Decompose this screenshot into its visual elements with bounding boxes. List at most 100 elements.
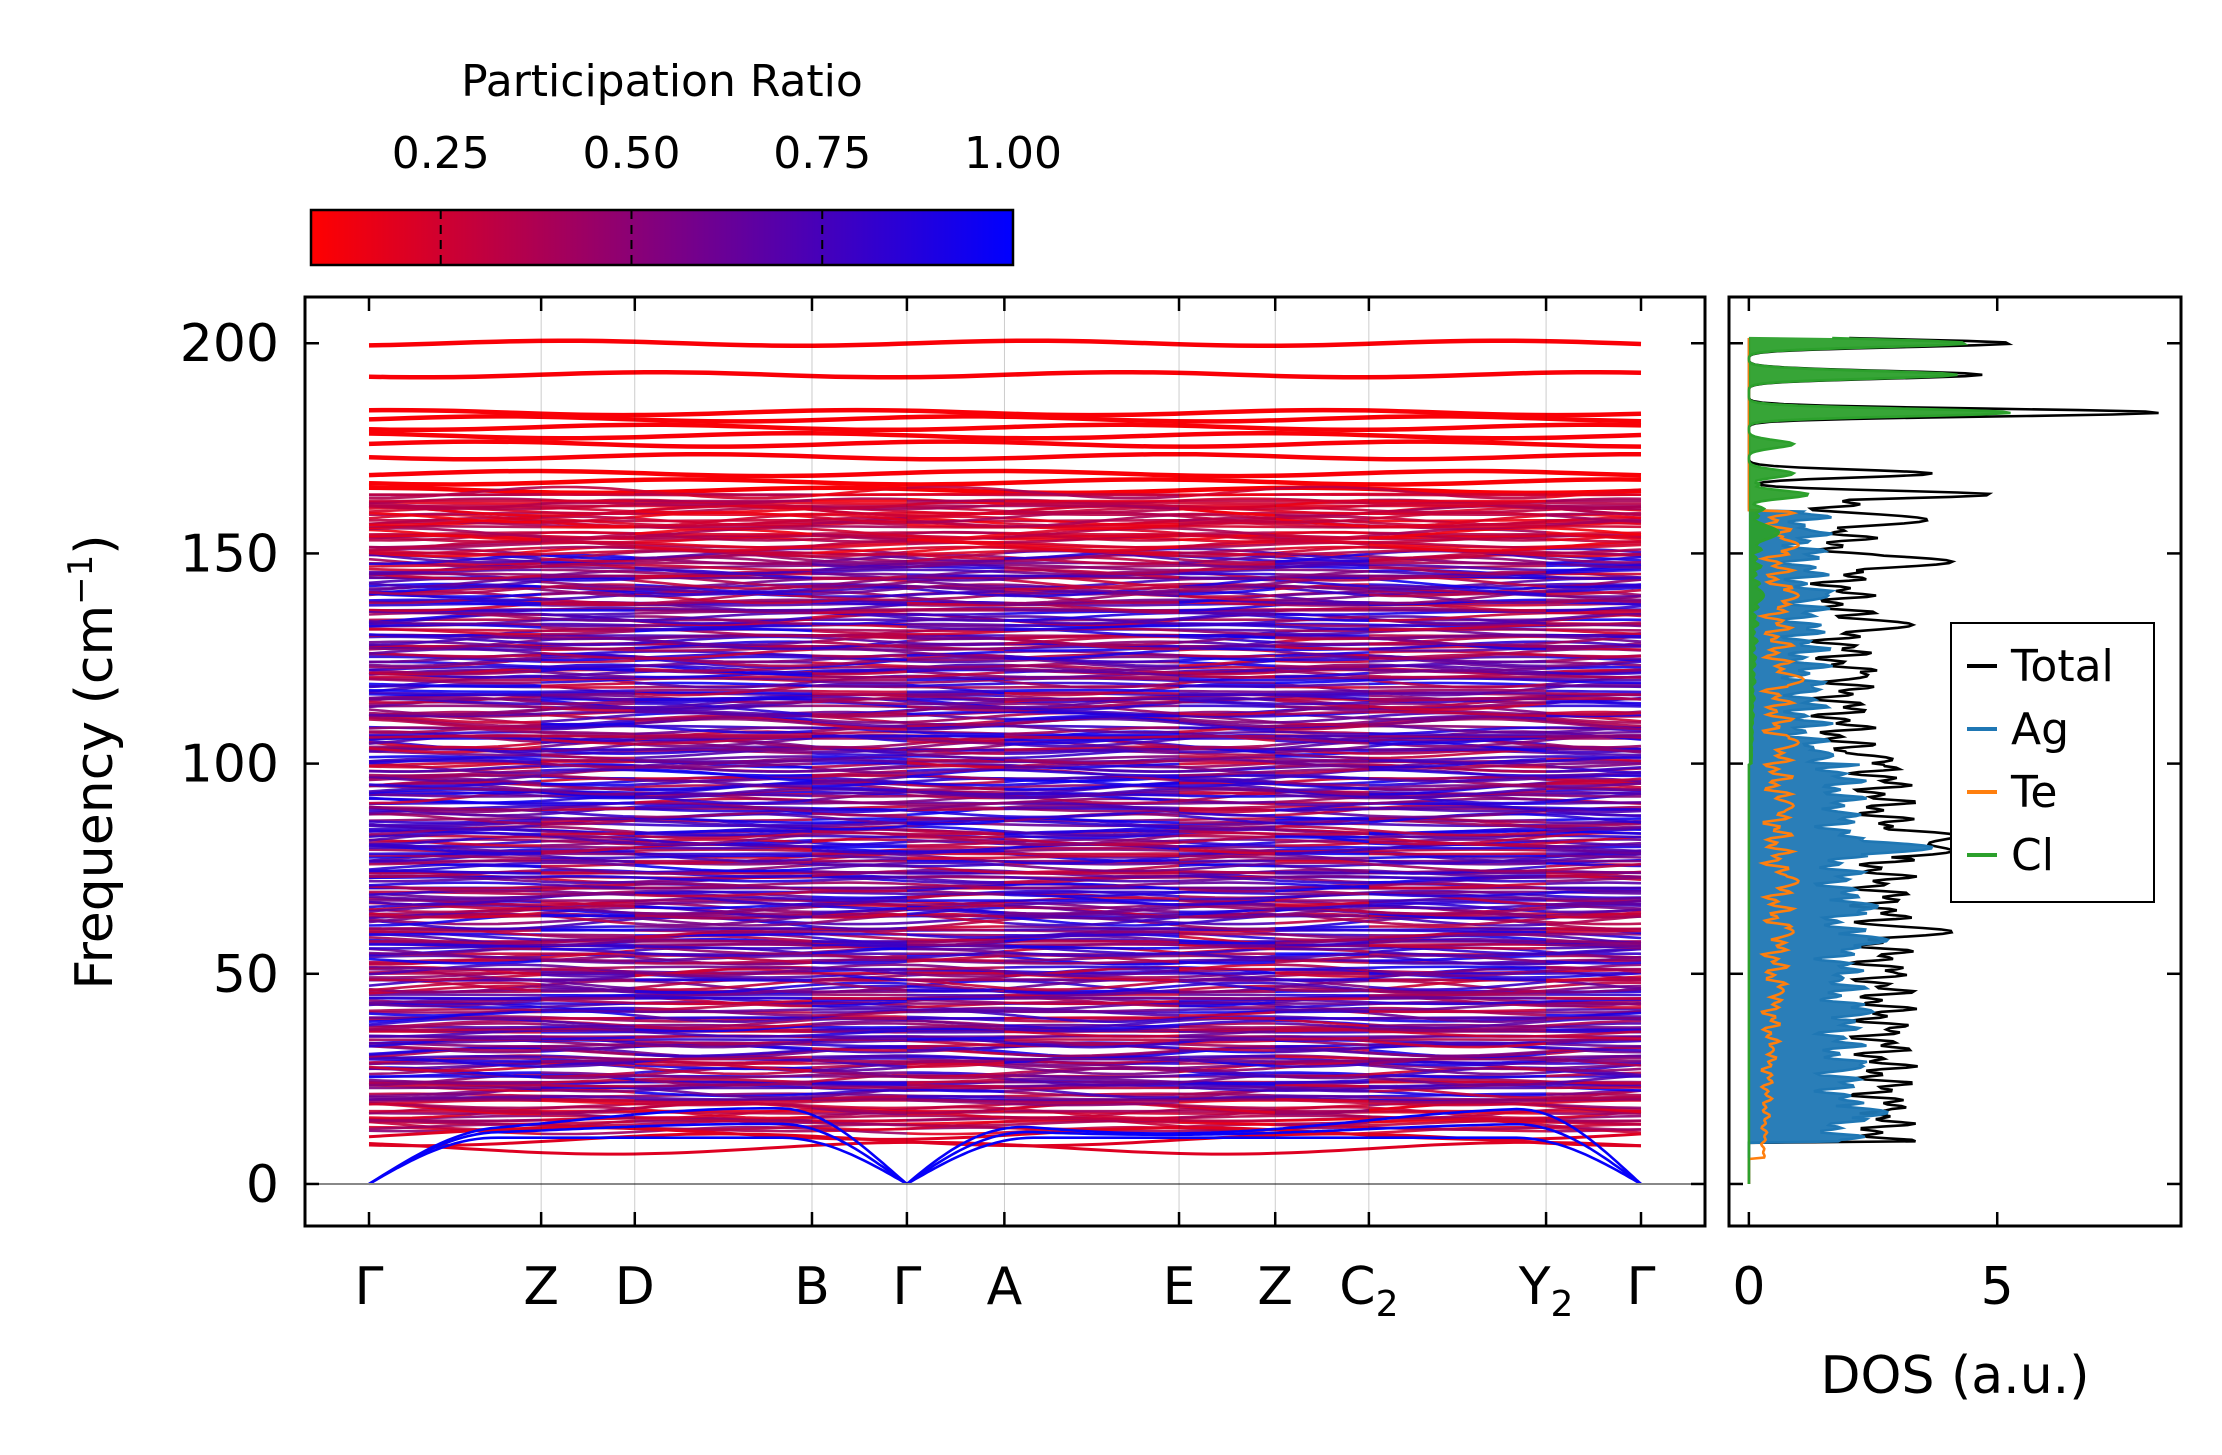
phonon-band (811, 542, 907, 549)
phonon-band (1004, 848, 1180, 853)
phonon-band (1368, 1039, 1547, 1049)
acoustic-branch (1275, 1119, 1370, 1131)
phonon-band (906, 841, 1005, 847)
phonon-band (368, 511, 542, 524)
phonon-band (634, 648, 813, 660)
phonon-band (906, 552, 1005, 560)
phonon-band (541, 998, 635, 1005)
phonon-band (1004, 565, 1180, 575)
phonon-band (1275, 916, 1369, 925)
acoustic-branch (1004, 1125, 1180, 1135)
phonon-band (1275, 941, 1369, 947)
phonon-band (1275, 692, 1369, 697)
phonon-band (906, 903, 1005, 910)
phonon-band (368, 999, 542, 1008)
phonon-band (368, 779, 542, 788)
phonon-band (1178, 765, 1276, 775)
phonon-band (811, 629, 907, 636)
phonon-band (1368, 1008, 1547, 1014)
phonon-band (1546, 593, 1642, 602)
phonon-band (1004, 516, 1180, 527)
phonon-band (906, 730, 1005, 736)
phonon-band (906, 783, 1005, 791)
phonon-band (1368, 506, 1547, 515)
phonon-band (541, 651, 635, 660)
dos-curve-total (1747, 336, 2159, 1184)
phonon-band (811, 888, 907, 893)
phonon-band (1275, 504, 1369, 511)
phonon-band (1178, 960, 1276, 965)
phonon-band (1178, 881, 1276, 885)
phonon-band (369, 996, 542, 1001)
phonon-band (1546, 887, 1642, 893)
phonon-band (906, 516, 1005, 524)
acoustic-branch (1004, 1136, 1179, 1142)
phonon-band (634, 833, 813, 846)
phonon-band (811, 824, 907, 831)
phonon-band (1178, 1035, 1276, 1041)
phonon-band (541, 1102, 635, 1109)
phonon-band (1546, 660, 1642, 669)
phonon-band (1178, 809, 1276, 814)
phonon-band (1546, 726, 1642, 732)
phonon-band (368, 651, 542, 658)
phonon-band (1004, 855, 1180, 865)
phonon-band (541, 934, 635, 939)
phonon-band (906, 671, 1005, 679)
phonon-band (1178, 582, 1276, 589)
phonon-band (906, 833, 1005, 845)
phonon-band (1546, 862, 1642, 872)
phonon-band (1275, 550, 1369, 556)
phonon-band (1178, 1098, 1276, 1102)
acoustic-branch (634, 1107, 813, 1117)
phonon-band (811, 575, 907, 580)
phonon-band (906, 1055, 1005, 1061)
phonon-band (811, 587, 908, 596)
phonon-band (1546, 575, 1642, 580)
phonon-band (634, 1048, 813, 1058)
phonon-band (1004, 882, 1180, 891)
phonon-band (368, 1095, 542, 1101)
phonon-band (906, 700, 1005, 706)
phonon-band (906, 705, 1005, 712)
phonon-band (1368, 1101, 1547, 1107)
phonon-band (1178, 814, 1276, 825)
phonon-band (1368, 917, 1547, 927)
phonon-band (1546, 568, 1642, 575)
phonon-band (906, 946, 1005, 951)
phonon-band (1368, 1076, 1547, 1087)
phonon-band (1004, 1019, 1180, 1030)
phonon-band (541, 1078, 635, 1084)
phonon-band (368, 1055, 542, 1060)
phonon-band (541, 973, 635, 978)
acoustic-branch (1368, 1122, 1547, 1131)
phonon-band (1275, 1074, 1369, 1080)
phonon-band (1275, 1008, 1369, 1013)
phonon-band (634, 882, 813, 892)
acoustic-branch (634, 1122, 813, 1130)
phonon-band (1178, 1095, 1276, 1100)
phonon-band (1179, 996, 1276, 1000)
phonon-band (1178, 1119, 1276, 1123)
phonon-band (811, 752, 907, 757)
phonon-band (634, 999, 813, 1006)
phonon-band (368, 677, 542, 682)
phonon-band (541, 659, 635, 664)
phonon-band (1004, 637, 1180, 647)
phonon-band (906, 615, 1005, 623)
phonon-band (541, 678, 635, 684)
phonon-band (541, 913, 635, 918)
phonon-band (1178, 830, 1276, 836)
phonon-band (1546, 531, 1642, 541)
phonon-band (811, 929, 907, 933)
phonon-band (906, 761, 1005, 769)
phonon-band (1004, 1096, 1180, 1101)
phonon-band (1546, 628, 1642, 636)
phonon-band (1178, 869, 1276, 875)
phonon-band (1275, 689, 1369, 694)
phonon-band (811, 572, 907, 576)
phonon-band (1368, 865, 1547, 875)
phonon-band (811, 830, 907, 836)
phonon-band (541, 535, 635, 540)
